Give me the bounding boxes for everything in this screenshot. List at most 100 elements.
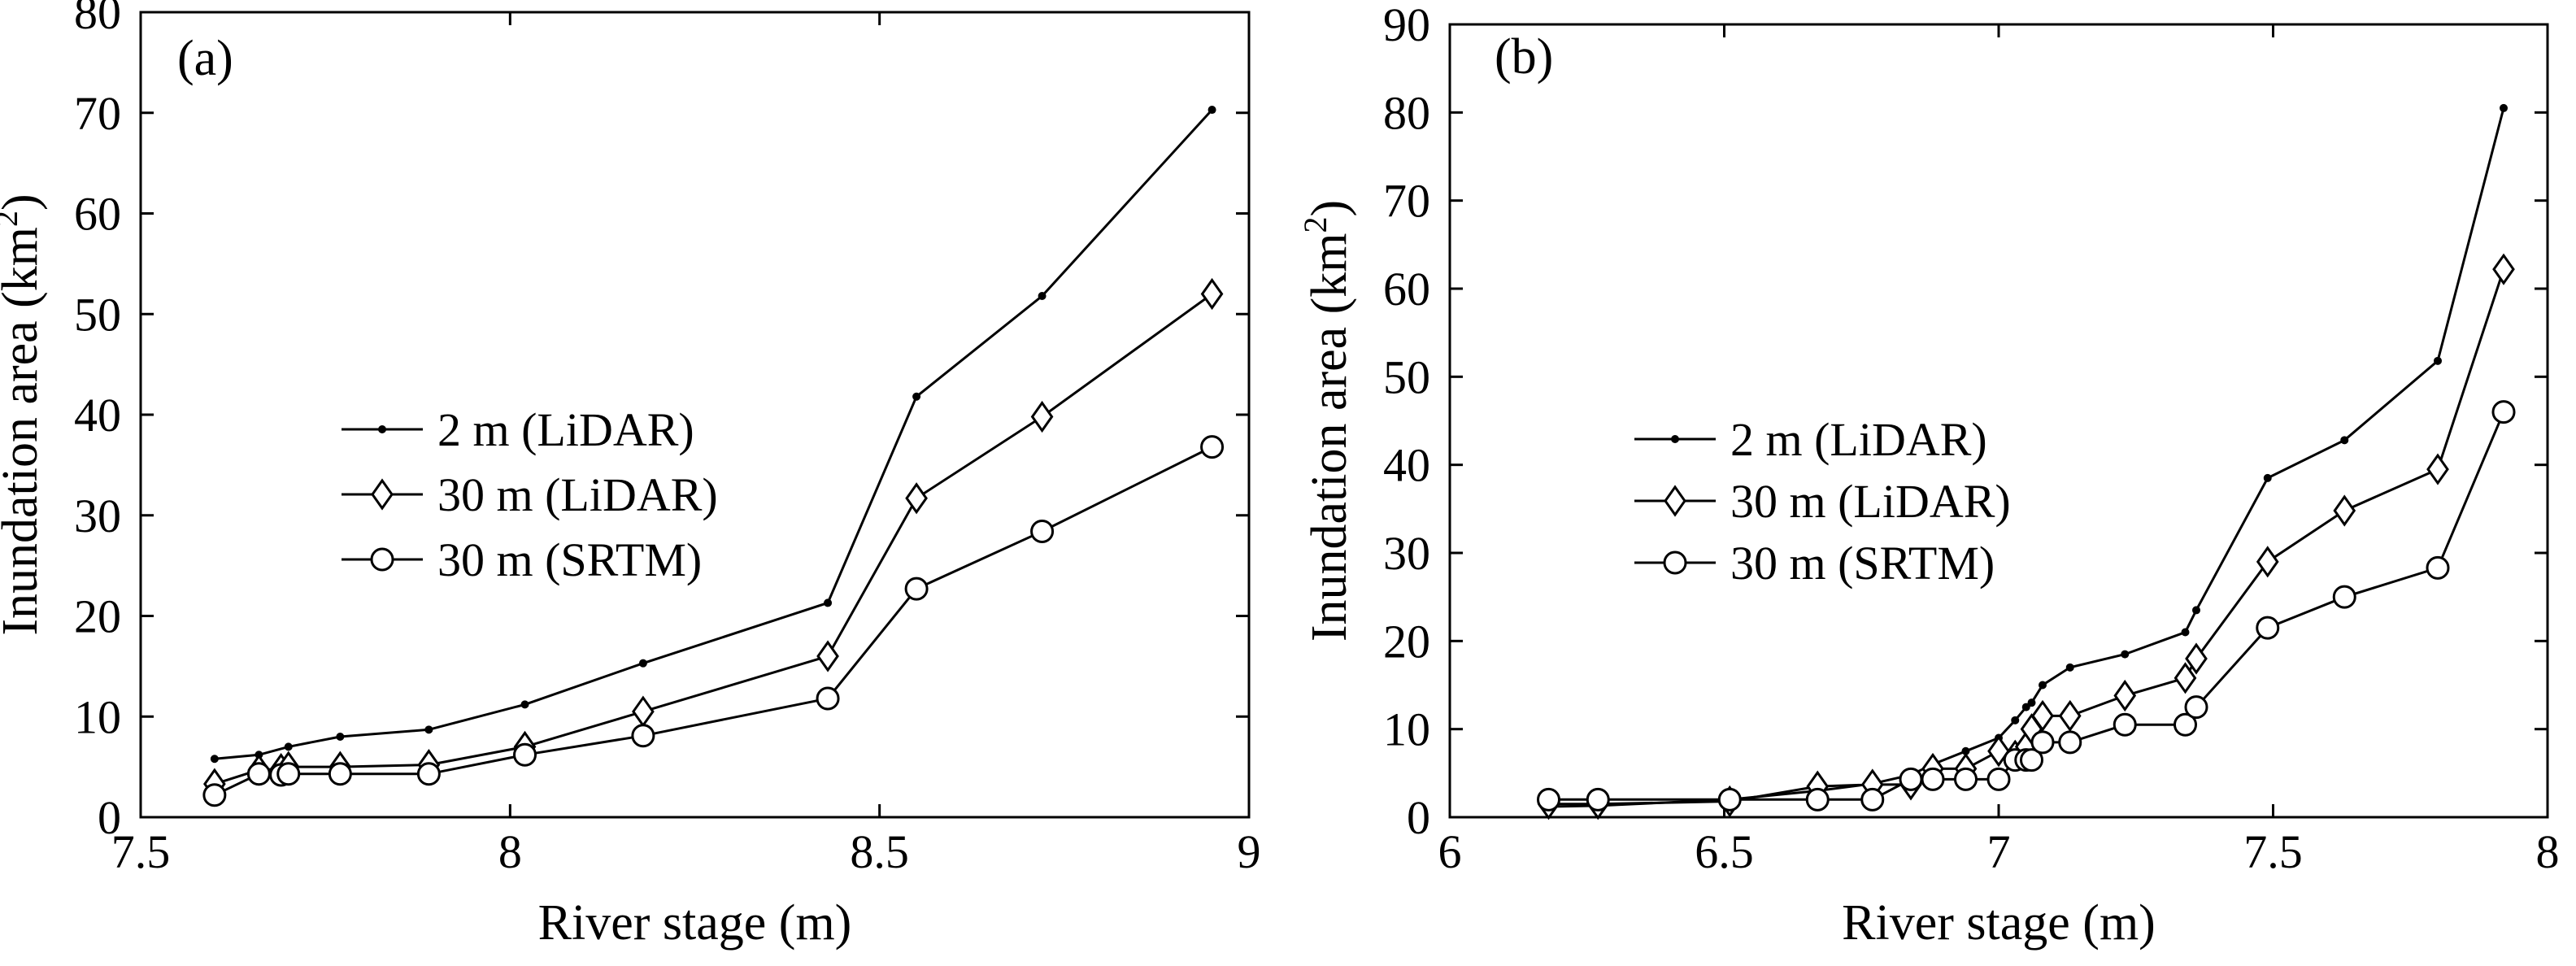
data-point [2021,703,2030,711]
legend: 2 m (LiDAR) 30 m (LiDAR) 30 m (SRTM) [1634,413,2011,590]
data-point [416,762,441,786]
y-axis-label-close: ) [1302,200,1357,217]
y-tick-label: 0 [98,791,121,844]
data-point [2500,103,2508,112]
data-point [2434,356,2442,365]
data-point [2065,663,2074,672]
x-tick-label: 6 [1438,825,1462,878]
data-point [2181,628,2190,637]
data-point [1805,787,1830,812]
data-point [2121,650,2130,659]
data-point [1921,767,1945,791]
y-tick-label: 80 [74,0,121,39]
data-point [912,392,921,401]
data-point [2340,436,2349,445]
data-point [1586,787,1610,812]
data-point [328,762,352,786]
y-tick-label: 50 [1383,350,1430,403]
legend-label: 30 m (SRTM) [1730,537,1995,590]
x-axis-label: River stage (m) [538,895,852,951]
x-tick-label: 6.5 [1695,825,1754,878]
data-point [2492,253,2515,285]
series-line [214,108,1213,760]
data-point [1038,291,1046,300]
data-point [631,724,655,748]
legend: 2 m (LiDAR) 30 m (LiDAR) 30 m (SRTM) [342,403,718,586]
y-tick-label: 80 [1383,86,1430,139]
x-axis-label: River stage (m) [1842,895,2156,951]
chart-panel-a: 7.5 8 8.5 9 0 10 20 30 40 50 60 70 80 River stage (m)… [0,0,1261,951]
data-point [2263,473,2272,482]
legend-marker [378,425,386,433]
series-circle [1537,400,2516,812]
data-point [210,755,219,764]
series-dot [210,106,1216,764]
series-dot [1544,103,2508,811]
data-point [638,659,647,668]
x-tick-label: 8 [498,825,522,878]
data-point [2113,679,2137,712]
data-point [904,577,929,601]
series-diamond [1537,253,2515,820]
data-point [1537,787,1560,812]
data-point [2011,716,2020,724]
data-point [2020,748,2043,772]
data-point [2174,712,2197,737]
data-point [2256,616,2280,640]
legend-label: 30 m (SRTM) [437,533,702,586]
data-point [424,725,433,734]
data-point [1208,106,1216,115]
y-tick-label: 20 [74,590,121,643]
y-axis-label: Inundation area (km2) [1297,200,1357,642]
data-point [1961,746,1970,755]
x-tick-label: 7.5 [2243,825,2303,878]
y-tick-label: 30 [1383,527,1430,580]
data-point [816,640,839,672]
y-axis-label: Inundation area (km2) [0,194,48,635]
y-axis-label-text: Inundation area (km [0,227,48,636]
data-point [2031,699,2054,733]
legend-label: 2 m (LiDAR) [437,403,694,456]
data-point [1717,787,1742,812]
panel-label: (a) [177,31,233,86]
data-point [2185,642,2208,675]
data-point [276,762,301,786]
y-tick-label: 20 [1383,615,1430,668]
data-point [2027,698,2036,707]
y-tick-label: 40 [1383,439,1430,492]
y-tick-label: 60 [74,188,121,241]
y-tick-label: 10 [1383,703,1430,756]
data-point [2174,662,2197,694]
data-point [1986,767,2011,791]
x-tick-label: 8.5 [850,825,909,878]
y-tick-label: 60 [1383,263,1430,315]
data-point [246,762,271,786]
data-point [1954,767,1978,791]
y-tick-label: 30 [74,490,121,542]
y-tick-label: 40 [74,389,121,442]
legend-marker [1671,435,1679,443]
y-axis-label-superscript: 2 [0,211,24,227]
y-axis-label-close: ) [0,194,48,211]
data-point [1860,787,1885,812]
x-tick-label: 7 [1987,825,2011,878]
y-axis-label-superscript: 2 [1297,216,1334,233]
data-point [2332,585,2356,609]
x-tick-label: 7.5 [111,825,171,878]
y-tick-label: 70 [1383,175,1430,228]
legend-label: 30 m (LiDAR) [1730,475,2011,528]
data-point [2426,555,2450,580]
data-point [2333,494,2356,527]
x-tick-label: 8 [2536,825,2560,878]
data-point [2030,730,2055,755]
data-point [1030,520,1055,544]
series-diamond [203,277,1224,800]
data-point [2426,453,2449,485]
y-tick-label: 50 [74,288,121,341]
data-point [905,482,928,515]
data-point [284,742,293,751]
legend-marker [1664,485,1686,517]
legend-marker [371,478,394,511]
